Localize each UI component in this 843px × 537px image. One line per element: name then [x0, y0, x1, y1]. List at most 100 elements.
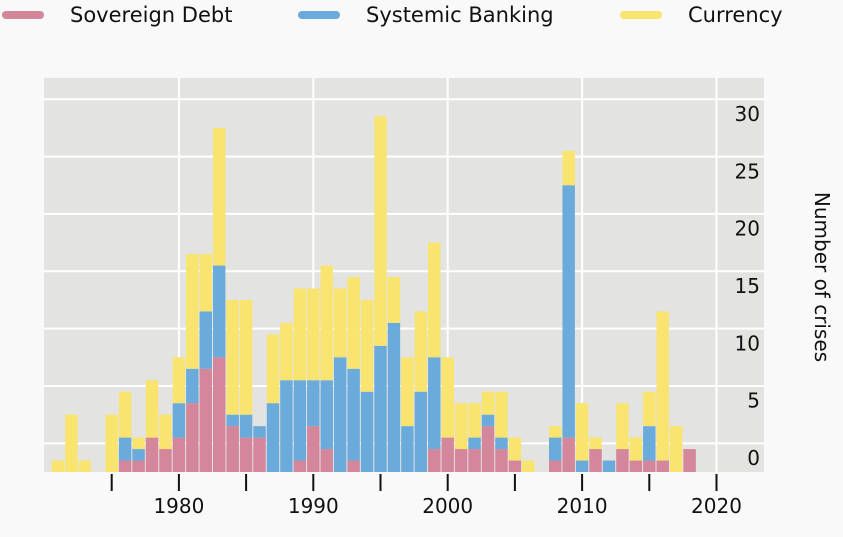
bar-currency: [199, 254, 212, 312]
bar-currency: [145, 380, 159, 438]
bar-sovereign-debt: [683, 449, 696, 472]
bar-sovereign-debt: [145, 437, 159, 472]
bar-currency: [186, 254, 199, 369]
bar-sovereign-debt: [253, 437, 266, 472]
y-axis: 0 5 10 15 20 25 30: [735, 102, 760, 470]
bar-sovereign-debt: [589, 449, 602, 472]
bar-currency: [333, 288, 347, 358]
bar-systemic-banking: [132, 449, 145, 461]
bar-sovereign-debt: [562, 437, 575, 472]
bar-currency: [549, 426, 562, 438]
bar-sovereign-debt: [226, 426, 239, 472]
bar-currency: [616, 403, 629, 450]
bar-systemic-banking: [468, 437, 481, 450]
y-tick-label: 30: [735, 102, 760, 126]
bar-sovereign-debt: [293, 460, 307, 472]
bar-currency: [468, 403, 481, 438]
bar-systemic-banking: [347, 368, 360, 461]
bar-currency: [360, 299, 374, 392]
x-tick-label: 1990: [288, 494, 339, 518]
bar-currency: [51, 460, 65, 472]
y-axis-title: Number of crises: [810, 192, 834, 362]
bar-currency: [414, 311, 428, 392]
bar-systemic-banking: [414, 391, 428, 472]
bar-currency: [159, 414, 172, 450]
bar-sovereign-debt: [656, 460, 669, 472]
bar-currency: [589, 437, 602, 450]
bar-currency: [213, 127, 226, 266]
bar-currency: [347, 277, 360, 369]
bar-sovereign-debt: [199, 368, 212, 472]
bar-systemic-banking: [307, 380, 320, 427]
bar-systemic-banking: [186, 368, 199, 404]
bar-currency: [320, 265, 333, 381]
bar-systemic-banking: [118, 437, 132, 461]
bar-currency: [481, 391, 495, 415]
plot-area: [44, 78, 764, 472]
bar-currency: [669, 426, 683, 472]
bar-systemic-banking: [602, 460, 616, 472]
bar-currency: [454, 403, 468, 450]
bar-sovereign-debt: [481, 426, 495, 472]
bar-sovereign-debt: [428, 449, 441, 472]
y-tick-label: 15: [735, 274, 760, 298]
bar-sovereign-debt: [132, 460, 145, 472]
bar-currency: [575, 403, 589, 461]
bar-sovereign-debt: [159, 449, 172, 472]
bar-systemic-banking: [360, 391, 374, 472]
bar-sovereign-debt: [454, 449, 468, 472]
legend-swatch-sovereign-debt: [2, 11, 44, 19]
legend-label-systemic-banking: Systemic Banking: [366, 3, 554, 27]
bar-systemic-banking: [226, 414, 239, 427]
legend-item-currency: Currency: [620, 0, 783, 30]
bar-sovereign-debt: [320, 449, 333, 472]
y-tick-label: 25: [735, 159, 760, 183]
y-tick-label: 0: [747, 446, 760, 470]
bar-currency: [280, 322, 293, 381]
bar-sovereign-debt: [643, 460, 656, 472]
bar-sovereign-debt: [441, 437, 454, 472]
bar-systemic-banking: [562, 185, 575, 438]
bar-systemic-banking: [293, 380, 307, 461]
bar-currency: [387, 277, 401, 323]
bar-currency: [428, 242, 441, 358]
bar-currency: [562, 150, 575, 186]
bar-systemic-banking: [266, 403, 280, 472]
bar-currency: [643, 391, 656, 427]
legend-label-currency: Currency: [688, 3, 783, 27]
bar-currency: [441, 357, 454, 438]
y-tick-label: 20: [735, 217, 760, 241]
bar-sovereign-debt: [468, 449, 481, 472]
bar-sovereign-debt: [307, 426, 320, 472]
x-tick-label: 2010: [557, 494, 608, 518]
x-tick-label: 1980: [153, 494, 204, 518]
bar-sovereign-debt: [118, 460, 132, 472]
bar-systemic-banking: [495, 437, 508, 450]
bar-currency: [307, 288, 320, 381]
bar-currency: [226, 299, 239, 415]
bar-currency: [656, 311, 669, 461]
bar-systemic-banking: [333, 357, 347, 472]
bar-sovereign-debt: [186, 403, 199, 472]
bar-sovereign-debt: [616, 449, 629, 472]
legend-swatch-currency: [620, 11, 662, 19]
legend-swatch-systemic-banking: [298, 11, 340, 19]
bar-systemic-banking: [320, 380, 333, 450]
bar-sovereign-debt: [172, 437, 186, 472]
bar-systemic-banking: [172, 403, 186, 438]
bar-sovereign-debt: [508, 460, 522, 472]
bar-currency: [105, 414, 118, 472]
x-axis: 1980 1990 2000 2010 2020: [110, 474, 742, 518]
bar-currency: [495, 391, 508, 438]
bar-systemic-banking: [239, 414, 253, 438]
bar-systemic-banking: [280, 380, 293, 472]
chart-legend: Sovereign Debt Systemic Banking Currency: [0, 0, 843, 34]
bar-systemic-banking: [401, 426, 414, 472]
bar-systemic-banking: [374, 345, 387, 472]
bar-currency: [374, 116, 387, 346]
bar-sovereign-debt: [213, 357, 226, 472]
bar-currency: [118, 391, 132, 438]
bar-currency: [65, 414, 78, 472]
bar-systemic-banking: [253, 426, 266, 438]
bar-currency: [401, 357, 414, 427]
